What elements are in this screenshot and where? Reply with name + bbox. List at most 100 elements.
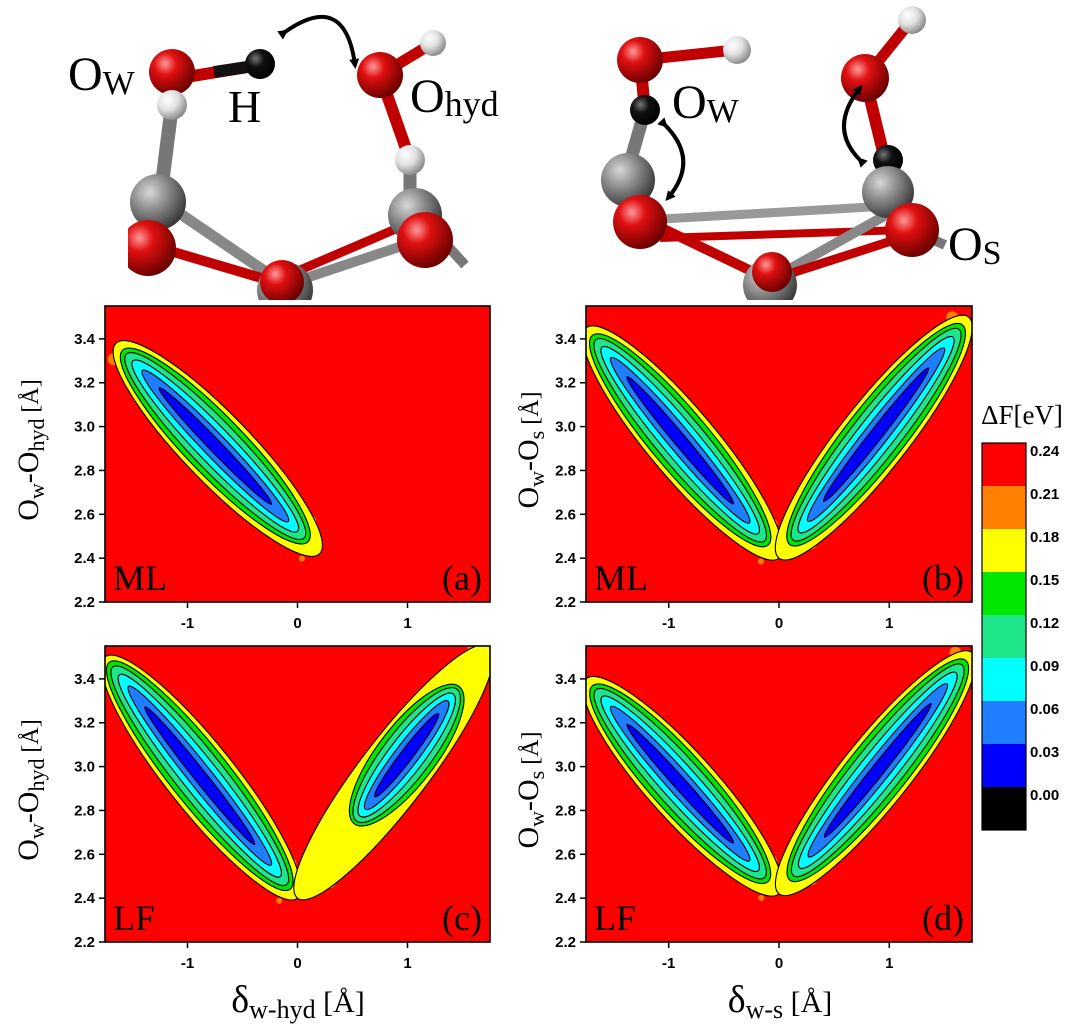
x-tick-label: 1: [403, 955, 411, 972]
svg-text:Ohyd: Ohyd: [410, 70, 499, 124]
panel-b: 3.4 3.2 3.0 2.8 2.6 2.4 2.2 -1 0 1 ML (b): [555, 305, 973, 632]
y-tick-label: 2.8: [74, 802, 95, 819]
y-tick-label: 3.0: [555, 759, 576, 776]
y-tick-label: 2.6: [555, 506, 576, 523]
transfer-arrow: [657, 117, 686, 202]
svg-text:Ow-Os[Å]: Ow-Os[Å]: [512, 391, 549, 508]
y-tick-label: 2.8: [555, 462, 576, 479]
atom-oxygen-water: [149, 49, 195, 95]
atom-oxygen-hydroxyl: [357, 52, 403, 98]
colorbar-swatch: [982, 529, 1026, 572]
svg-text:OW: OW: [68, 48, 136, 102]
method-label: LF: [113, 898, 155, 938]
colorbar-tick-label: 0.24: [1030, 443, 1060, 460]
y-tick-label: 3.0: [74, 419, 95, 436]
x-tick-label: -1: [181, 615, 194, 632]
x-tick-label: 0: [293, 615, 301, 632]
colorbar: ΔF[eV] 0.24 0.21 0.18 0.15 0.12 0.09 0.06 0.03 0…: [981, 400, 1063, 831]
y-tick-label: 2.8: [74, 462, 95, 479]
atom-oxygen-surface: [613, 195, 667, 249]
y-tick-label: 2.4: [555, 550, 577, 567]
x-tick-label: 1: [403, 615, 411, 632]
svg-text:Ow-Ohyd[Å]: Ow-Ohyd[Å]: [12, 719, 49, 861]
atom-oxygen-water: [617, 37, 663, 83]
y-tick-label: 2.2: [555, 934, 576, 951]
y-tick-label: 2.4: [74, 550, 96, 567]
atom-hydrogen-transfer: [630, 95, 660, 125]
y-tick-label: 2.6: [74, 846, 95, 863]
y-tick-label: 3.2: [74, 715, 95, 732]
atom-hydrogen: [395, 145, 425, 175]
contour-band: [626, 723, 735, 844]
colorbar-swatch: [982, 701, 1026, 744]
method-label: LF: [594, 898, 636, 938]
panel-c: 3.4 3.2 3.0 2.8 2.6 2.4 2.2 -1 0 1 LF (c): [74, 645, 491, 972]
free-energy-panels: 3.4 3.2 3.0 2.8 2.6 2.4 2.2 -1 0 1 ML (a) 3.4 3.2 3.0 2…: [74, 305, 973, 972]
atom-hydrogen-transfer: [245, 49, 275, 79]
y-tick-label: 2.2: [555, 594, 576, 611]
panel-label: (d): [922, 898, 964, 938]
ylabel-b: Ow-Os[Å]: [512, 391, 549, 508]
colorbar-tick-label: 0.18: [1030, 529, 1059, 546]
colorbar-tick-label: 0.12: [1030, 615, 1059, 632]
atom-oxygen-surface: [128, 220, 176, 276]
svg-text:OS: OS: [948, 218, 1002, 272]
molecule-right-labels: OW OS: [672, 76, 1002, 272]
x-tick-label: 0: [293, 955, 301, 972]
panel-label: (a): [442, 558, 482, 598]
contour-band: [823, 703, 932, 838]
y-tick-label: 2.8: [555, 802, 576, 819]
colorbar-title: ΔF[eV]: [981, 400, 1063, 430]
xlabel-right: δw-s [Å]: [728, 979, 833, 1024]
atom-hydrogen: [157, 90, 187, 120]
colorbar-swatch: [982, 486, 1026, 529]
colorbar-tick-label: 0.21: [1030, 486, 1059, 503]
colorbar-tick-label: 0.00: [1030, 787, 1059, 804]
panel-d: 3.4 3.2 3.0 2.8 2.6 2.4 2.2 -1 0 1 LF (d): [555, 645, 973, 972]
transfer-arrow: [277, 15, 360, 69]
method-label: ML: [594, 558, 648, 598]
method-label: ML: [113, 558, 167, 598]
panel-a: 3.4 3.2 3.0 2.8 2.6 2.4 2.2 -1 0 1 ML (a): [74, 305, 491, 632]
contour-band: [822, 367, 930, 502]
molecule-left-labels: OW H Ohyd: [68, 48, 499, 132]
transfer-arrow: [842, 84, 868, 168]
atom-oxygen-surface: [885, 203, 939, 257]
x-tick-label: 0: [775, 955, 783, 972]
svg-text:H: H: [228, 81, 261, 132]
x-tick-label: 1: [885, 615, 893, 632]
colorbar-tick-label: 0.06: [1030, 701, 1059, 718]
molecule-right: [601, 6, 948, 300]
x-tick-label: 0: [775, 615, 783, 632]
colorbar-tick-label: 0.03: [1030, 744, 1059, 761]
atom-oxygen-surface: [752, 252, 792, 292]
colorbar-swatch: [982, 787, 1026, 830]
y-tick-label: 2.2: [74, 934, 95, 951]
svg-text:Ow-Ohyd[Å]: Ow-Ohyd[Å]: [12, 379, 49, 521]
atom-metal: [862, 166, 914, 218]
ylabel-a: Ow-Ohyd[Å]: [12, 379, 49, 521]
atom-oxygen-water: [841, 54, 889, 102]
y-tick-label: 3.2: [74, 375, 95, 392]
panel-label: (b): [922, 558, 964, 598]
y-tick-label: 2.4: [74, 890, 96, 907]
x-tick-label: 1: [885, 955, 893, 972]
y-tick-label: 3.0: [555, 419, 576, 436]
x-tick-label: -1: [662, 955, 675, 972]
atom-hydrogen: [420, 30, 446, 56]
x-tick-label: -1: [662, 615, 675, 632]
ylabel-c: Ow-Ohyd[Å]: [12, 719, 49, 861]
atom-hydrogen: [723, 36, 751, 64]
colorbar-swatch: [982, 443, 1026, 486]
y-tick-label: 3.2: [555, 715, 576, 732]
contour-band: [374, 712, 440, 798]
colorbar-frame: [981, 442, 1027, 831]
y-tick-label: 2.2: [74, 594, 95, 611]
y-tick-label: 3.4: [74, 671, 96, 688]
colorbar-tick-label: 0.15: [1030, 572, 1059, 589]
atom-oxygen-surface: [397, 212, 453, 268]
atom-metal: [601, 153, 655, 207]
colorbar-swatch: [982, 744, 1026, 787]
atom-hydrogen: [898, 6, 926, 34]
